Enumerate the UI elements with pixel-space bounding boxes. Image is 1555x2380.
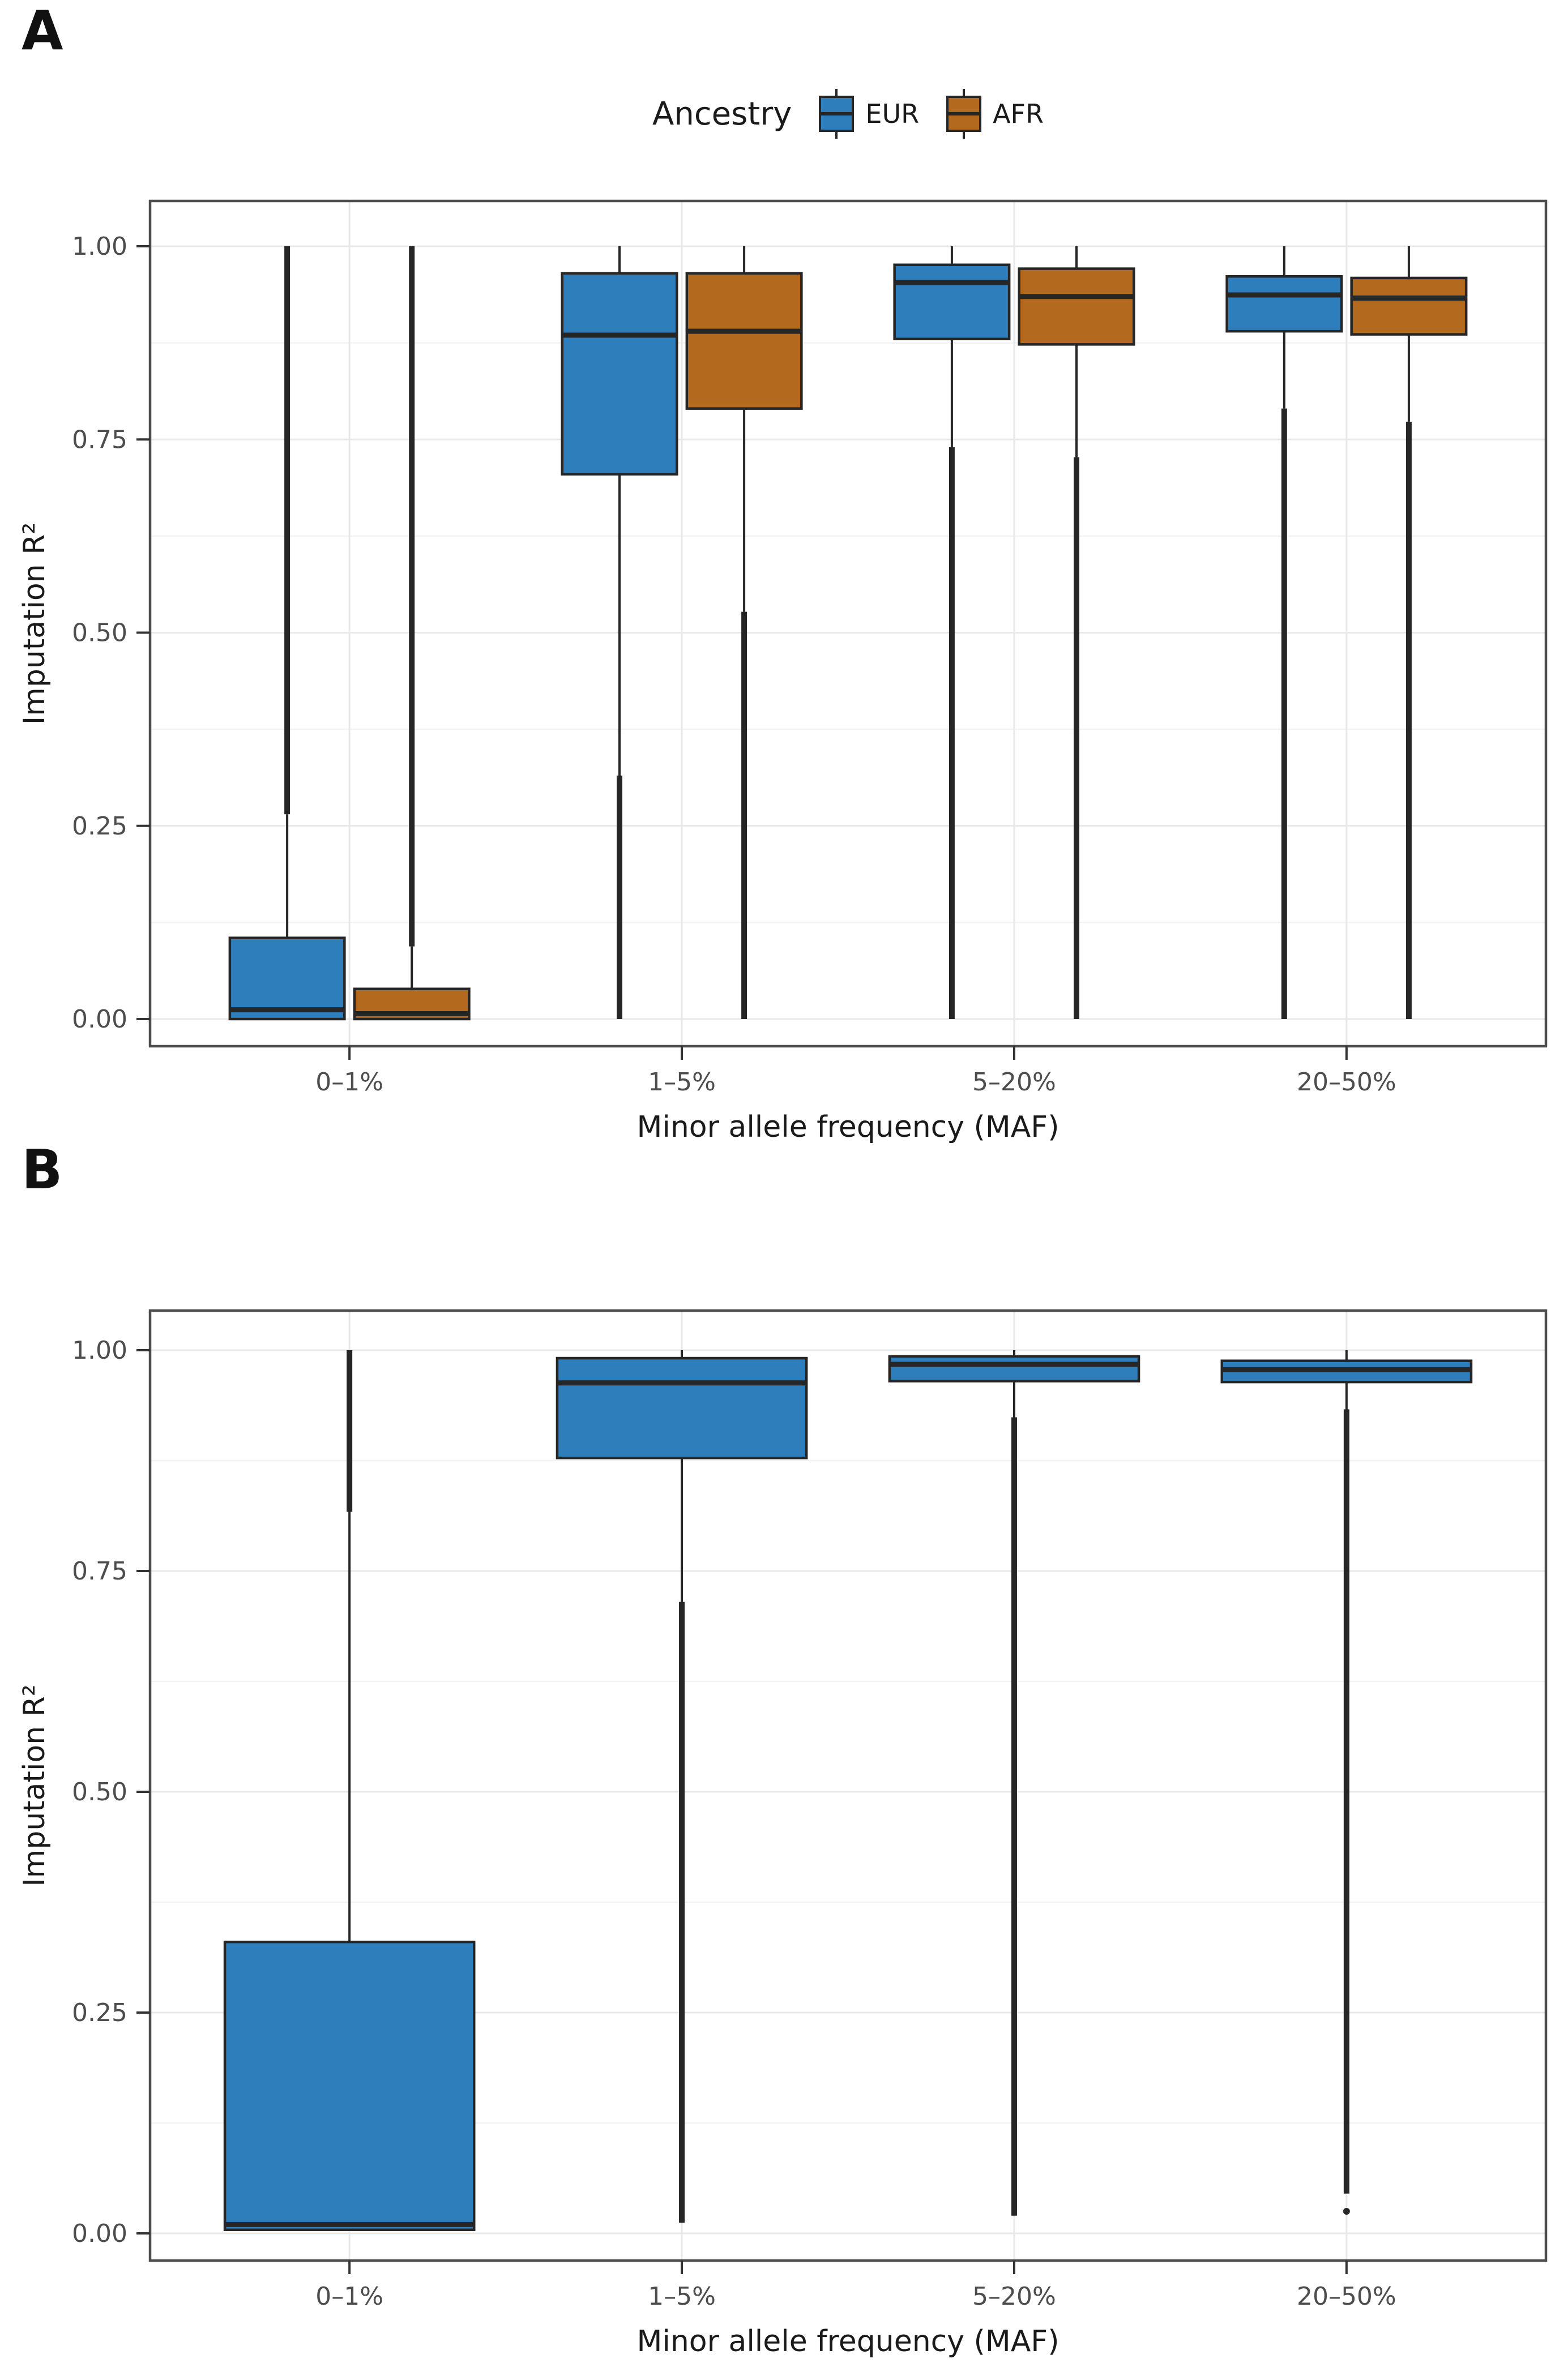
svg-text:5–20%: 5–20% — [972, 2282, 1056, 2311]
svg-text:Imputation R²: Imputation R² — [18, 523, 52, 725]
svg-text:1–5%: 1–5% — [648, 1068, 716, 1097]
svg-text:20–50%: 20–50% — [1297, 2282, 1396, 2311]
svg-text:0.25: 0.25 — [72, 812, 127, 841]
svg-text:5–20%: 5–20% — [972, 1068, 1056, 1097]
svg-text:1.00: 1.00 — [72, 1336, 127, 1365]
svg-text:20–50%: 20–50% — [1297, 1068, 1396, 1097]
legend-label-afr: AFR — [993, 99, 1044, 129]
svg-text:0.50: 0.50 — [72, 1778, 127, 1807]
svg-text:0.00: 0.00 — [72, 2219, 127, 2248]
svg-text:0–1%: 0–1% — [315, 2282, 383, 2311]
svg-text:0.75: 0.75 — [72, 425, 127, 454]
svg-text:1.00: 1.00 — [72, 232, 127, 261]
svg-text:0–1%: 0–1% — [315, 1068, 383, 1097]
legend-label-eur: EUR — [865, 99, 920, 129]
panel-a-label: A — [22, 0, 63, 62]
svg-text:Minor allele frequency (MAF): Minor allele frequency (MAF) — [637, 2325, 1060, 2358]
svg-text:1–5%: 1–5% — [648, 2282, 716, 2311]
svg-text:0.25: 0.25 — [72, 1998, 127, 2027]
svg-text:Minor allele frequency (MAF): Minor allele frequency (MAF) — [637, 1110, 1060, 1144]
legend-entry-afr: AFR — [945, 88, 1044, 140]
svg-text:0.75: 0.75 — [72, 1557, 127, 1586]
legend-title: Ancestry — [652, 95, 792, 132]
ancestry-legend: Ancestry EUR AFR — [150, 88, 1546, 140]
afr-boxplot-key-icon — [946, 89, 982, 139]
legend-entry-eur: EUR — [818, 88, 919, 140]
svg-text:Imputation R²: Imputation R² — [18, 1684, 52, 1886]
eur-boxplot-key-icon — [819, 89, 855, 139]
svg-text:0.50: 0.50 — [72, 619, 127, 648]
panel-b-label: B — [22, 1139, 63, 1201]
svg-text:0.00: 0.00 — [72, 1005, 127, 1034]
